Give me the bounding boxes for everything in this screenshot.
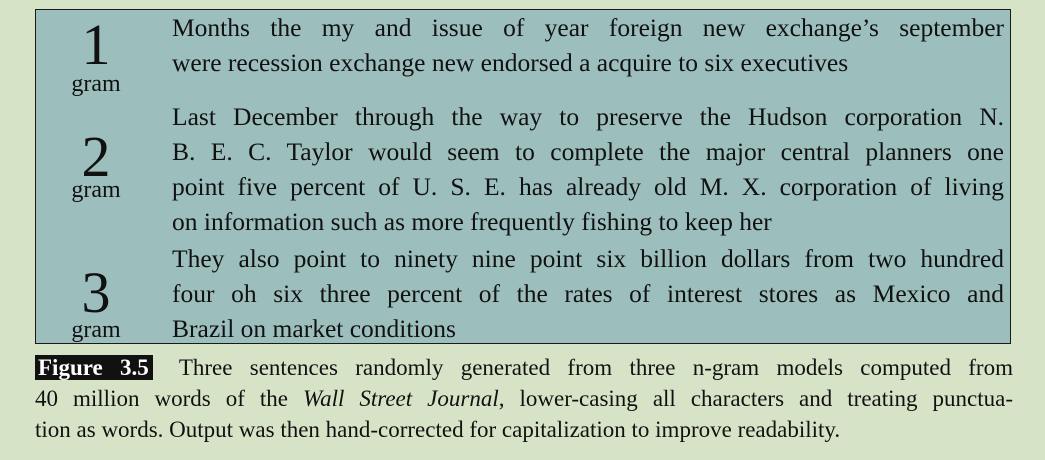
sentence-line: four oh six three percent of the rates o…	[172, 279, 1004, 308]
caption-line: Figure 3.5 Three sentences randomly gener…	[35, 352, 1013, 383]
sentence-line: B. E. C. Taylor would seem to complete t…	[172, 137, 1004, 166]
caption-line: 40 million words of the Wall Street Jour…	[35, 383, 1013, 414]
figure-caption: Figure 3.5 Three sentences randomly gener…	[35, 352, 1013, 445]
ngram-unit-label: gram	[71, 71, 121, 97]
ngram-order-number: 1	[81, 12, 111, 77]
sentence-line: Last December through the way to preserv…	[172, 102, 1004, 131]
sentence-line: on information such as more frequently f…	[172, 207, 772, 236]
row-label: 2 gram	[60, 98, 132, 208]
row-label: 3 gram	[60, 239, 132, 343]
generated-sentence: They also point to ninety nine point six…	[172, 241, 1004, 346]
sentence-line: Brazil on market conditions	[172, 314, 456, 343]
ngram-order-number: 2	[81, 124, 111, 189]
ngram-unit-label: gram	[71, 177, 121, 203]
figure-label: Figure 3.5	[35, 355, 153, 380]
caption-text: 40 million words of the	[35, 386, 304, 411]
generated-sentence: Last December through the way to preserv…	[172, 99, 1004, 239]
generated-sentence: Months the my and issue of year foreign …	[172, 10, 1004, 80]
caption-text: Three sentences randomly generated from …	[178, 355, 1013, 380]
sentence-line: point five percent of U. S. E. has alrea…	[172, 172, 1004, 201]
ngram-sample-table: 1 gram Months the my and issue of year f…	[35, 9, 1011, 344]
ngram-order-number: 3	[81, 260, 111, 325]
sentence-line: were recession exchange new endorsed a a…	[172, 48, 849, 77]
table-row: 3 gram They also point to ninety nine po…	[36, 239, 1010, 344]
sentence-line: They also point to ninety nine point six…	[172, 244, 1004, 273]
table-row: 1 gram Months the my and issue of year f…	[36, 10, 1010, 100]
journal-title: Wall Street Journal	[303, 386, 499, 411]
sentence-line: Months the my and issue of year foreign …	[172, 13, 1004, 42]
caption-line: tion as words. Output was then hand-corr…	[35, 417, 841, 442]
table-row: 2 gram Last December through the way to …	[36, 98, 1010, 238]
ngram-unit-label: gram	[71, 317, 121, 343]
caption-text: , lower-casing all characters and treati…	[498, 386, 1013, 411]
row-label: 1 gram	[60, 12, 132, 98]
